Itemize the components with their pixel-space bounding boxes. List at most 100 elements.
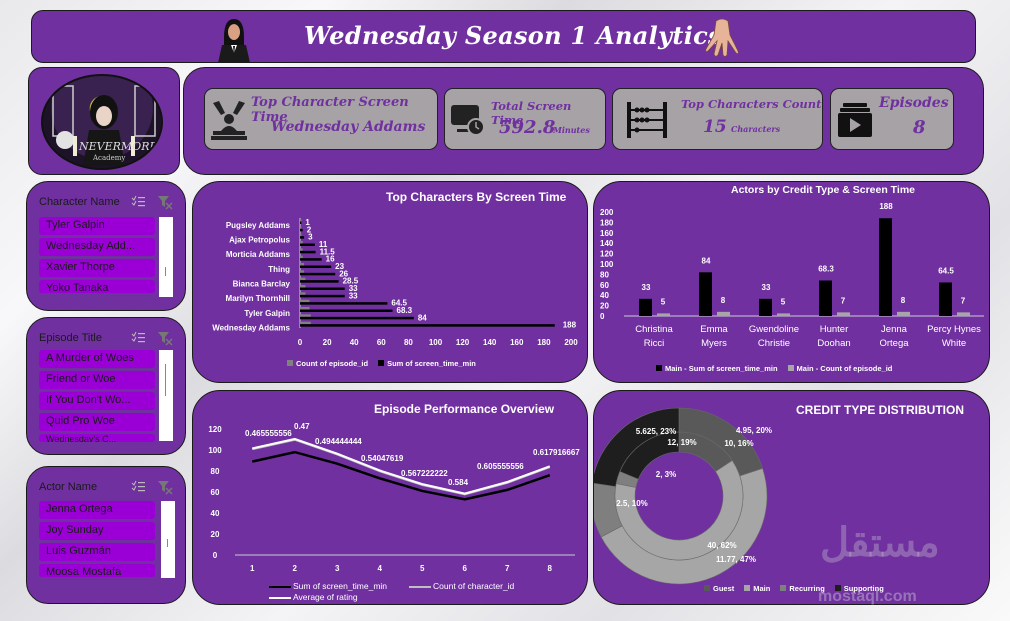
chart-credit-type-distribution: CREDIT TYPE DISTRIBUTION 4.95, 20% 11.77,… [593, 390, 990, 605]
chart-actors-credit-type: Actors by Credit Type & Screen Time 200 1… [593, 181, 990, 383]
svg-text:16: 16 [326, 255, 335, 264]
kpi-value: 592.8 [499, 117, 556, 138]
legend-item: Recurring [780, 584, 825, 593]
svg-text:Percy Hynes: Percy Hynes [927, 324, 981, 335]
slicer-item[interactable]: Wednesday's C... [39, 434, 155, 442]
slicer-item[interactable]: Quid Pro Woe [39, 413, 155, 431]
svg-text:160: 160 [600, 229, 614, 238]
svg-text:0.47: 0.47 [294, 422, 310, 431]
svg-text:64.5: 64.5 [391, 299, 407, 308]
svg-text:200: 200 [600, 208, 614, 217]
svg-text:188: 188 [879, 202, 893, 211]
watermark: مستقل [820, 521, 940, 565]
svg-text:3: 3 [335, 564, 340, 573]
svg-text:5: 5 [661, 297, 666, 306]
kpi-title: Episodes [879, 95, 949, 111]
slicer-item[interactable]: Jenna Ortega [39, 501, 155, 519]
kpi-top-characters-count: Top Characters Count 15 Characters [612, 88, 823, 150]
svg-text:84: 84 [702, 256, 711, 265]
slicer-actor-name: Actor Name Jenna Ortega Joy Sunday Luis … [26, 466, 186, 604]
svg-text:Tyler Galpin: Tyler Galpin [244, 309, 290, 318]
svg-text:8: 8 [548, 564, 553, 573]
slicer-item[interactable]: Luis Guzmán [39, 543, 155, 561]
svg-text:Ricci: Ricci [644, 338, 665, 349]
abacus-icon [627, 102, 667, 138]
legend-item: Sum of screen_time_min [269, 581, 387, 591]
slicer-item[interactable]: Tyler Galpin [39, 217, 155, 235]
svg-text:26: 26 [339, 269, 348, 278]
svg-text:188: 188 [563, 321, 577, 330]
scrollbar-thumb[interactable] [165, 267, 166, 276]
chart-title: Top Characters By Screen Time [386, 190, 567, 204]
svg-text:Christina: Christina [635, 324, 673, 335]
svg-text:100: 100 [600, 260, 614, 269]
slicer-item[interactable]: Xavier Thorpe [39, 259, 155, 277]
multi-select-icon[interactable] [131, 195, 145, 209]
svg-text:Hunter: Hunter [820, 324, 849, 335]
svg-text:Gwendoline: Gwendoline [749, 324, 799, 335]
svg-text:2.5, 10%: 2.5, 10% [616, 499, 648, 508]
logo-text: NEVERMORE [79, 140, 158, 153]
kpi-title: Top Character Screen Time [251, 95, 409, 125]
title-bar: Wednesday Season 1 Analytics [31, 10, 976, 63]
nevermore-artwork-icon [52, 85, 156, 166]
dashboard-title: Wednesday Season 1 Analytics [304, 21, 722, 50]
svg-text:4: 4 [378, 564, 383, 573]
kpi-top-character: Top Character Screen Time Wednesday Adda… [204, 88, 438, 150]
svg-text:40: 40 [350, 338, 359, 347]
svg-text:3: 3 [308, 233, 313, 242]
svg-text:2: 2 [293, 564, 298, 573]
svg-text:Myers: Myers [701, 338, 727, 349]
slicer-item[interactable]: Wednesday Add... [39, 238, 155, 256]
chart-episode-performance: Episode Performance Overview 120 100 80 60 4… [192, 390, 588, 605]
svg-text:20: 20 [211, 530, 220, 539]
slicer-scrollbar[interactable] [159, 217, 173, 297]
clear-filter-icon[interactable] [157, 479, 173, 495]
svg-text:84: 84 [418, 313, 427, 322]
slicer-item[interactable]: Joy Sunday [39, 522, 155, 540]
svg-text:Wednesday Addams: Wednesday Addams [212, 324, 290, 333]
scrollbar-thumb[interactable] [165, 364, 166, 396]
slicer-scrollbar[interactable] [161, 501, 175, 578]
svg-text:0.465555556: 0.465555556 [245, 429, 292, 438]
slicer-scrollbar[interactable] [159, 350, 173, 441]
chart-legend: Count of episode_id Sum of screen_time_m… [287, 359, 476, 368]
svg-text:7: 7 [841, 296, 846, 305]
svg-text:20: 20 [323, 338, 332, 347]
clear-filter-icon[interactable] [157, 194, 173, 210]
slicer-item[interactable]: If You Don't Wo... [39, 392, 155, 410]
svg-text:160: 160 [510, 338, 524, 347]
svg-text:5: 5 [420, 564, 425, 573]
svg-text:Ajax Petropolus: Ajax Petropolus [229, 236, 290, 245]
legend-item: Guest [704, 584, 734, 593]
slicer-header: Episode Title [39, 332, 102, 344]
slicer-item[interactable]: Friend or Woe [39, 371, 155, 389]
svg-text:Christie: Christie [758, 338, 790, 349]
multi-select-icon[interactable] [131, 480, 145, 494]
multi-select-icon[interactable] [131, 331, 145, 345]
legend-item: Supporting [834, 584, 884, 593]
logo-subtext: Academy [93, 154, 126, 162]
svg-text:40: 40 [211, 509, 220, 518]
clear-filter-icon[interactable] [157, 330, 173, 346]
svg-text:Bianca Barclay: Bianca Barclay [233, 280, 291, 289]
svg-text:2, 3%: 2, 3% [656, 470, 676, 479]
kpi-value: 15 [703, 117, 727, 137]
svg-text:68.3: 68.3 [818, 264, 834, 273]
svg-text:11.5: 11.5 [320, 247, 336, 256]
legend-item: Main - Sum of screen_time_min [656, 364, 778, 373]
svg-text:23: 23 [335, 262, 344, 271]
slicer-items: Jenna Ortega Joy Sunday Luis Guzmán Moos… [39, 501, 155, 580]
svg-text:33: 33 [762, 283, 771, 292]
slicer-item[interactable]: Moosa Mostafa [39, 564, 155, 577]
slicer-item[interactable]: A Murder of Woes [39, 350, 155, 368]
slicer-item[interactable]: Yoko Tanaka [39, 280, 155, 293]
svg-text:40: 40 [600, 291, 609, 300]
kpi-total-screen-time: Total Screen Time 592.8 Minutes [444, 88, 606, 150]
svg-text:Jenna: Jenna [881, 324, 908, 335]
svg-text:0.494444444: 0.494444444 [315, 437, 362, 446]
svg-text:0.54047619: 0.54047619 [361, 454, 404, 463]
scrollbar-thumb[interactable] [167, 539, 168, 547]
svg-text:Emma: Emma [700, 324, 728, 335]
